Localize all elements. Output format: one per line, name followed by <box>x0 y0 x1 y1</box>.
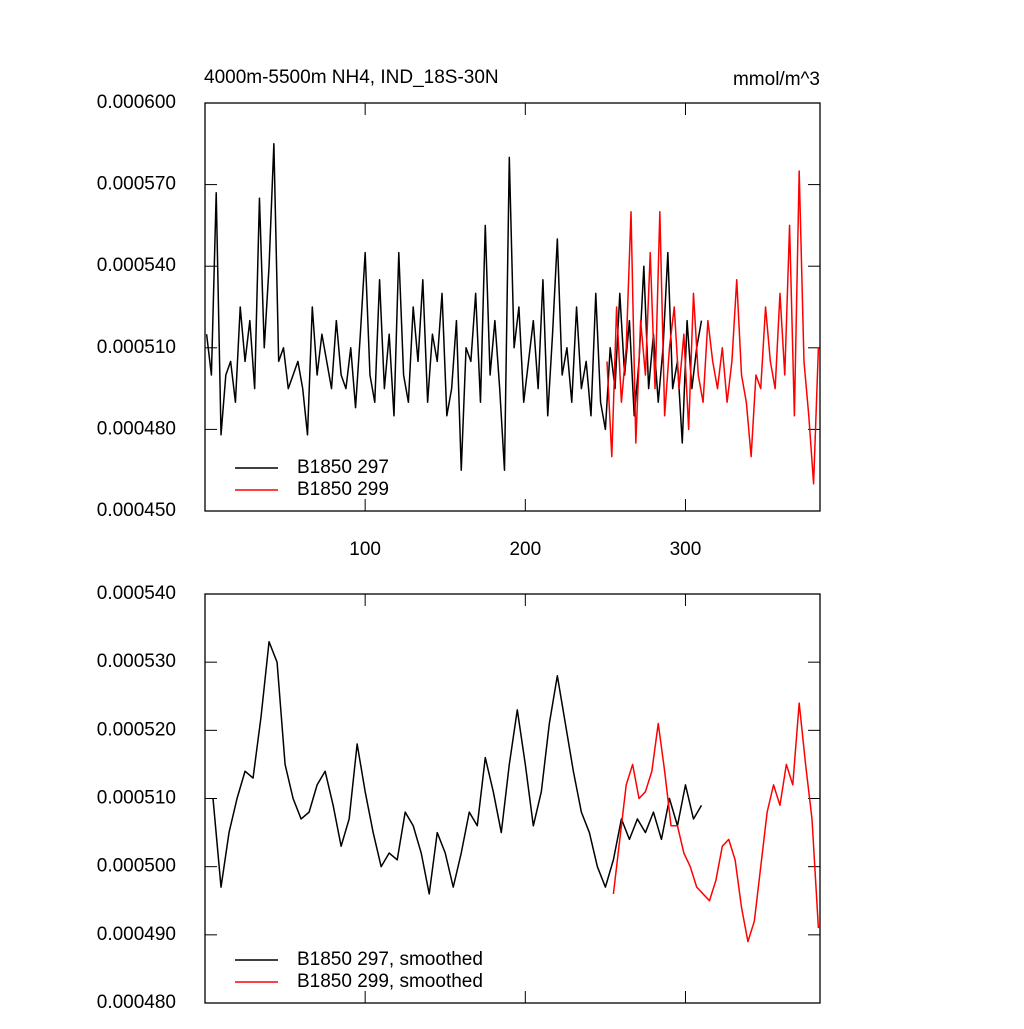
y-tick-label: 0.000530 <box>97 651 176 672</box>
plot-frame <box>204 593 821 1004</box>
legend-label: B1850 297, smoothed <box>297 949 483 970</box>
y-tick-label: 0.000500 <box>97 856 176 877</box>
y-tick-label: 0.000490 <box>97 924 176 945</box>
y-tick-label: 0.000520 <box>97 719 176 740</box>
y-tick-label: 0.000450 <box>97 500 176 521</box>
series-line <box>606 170 820 485</box>
y-tick-label: 0.000540 <box>97 583 176 604</box>
x-tick-label: 300 <box>670 539 702 560</box>
y-tick-label: 0.000510 <box>97 788 176 809</box>
y-tick-label: 0.000570 <box>97 174 176 195</box>
chart-title: 4000m-5500m NH4, IND_18S-30N <box>204 67 499 88</box>
x-tick-label: 100 <box>349 539 381 560</box>
plot-frame <box>204 102 821 512</box>
y-tick-label: 0.000540 <box>97 255 176 276</box>
legend-label: B1850 299 <box>297 479 389 500</box>
y-tick-label: 0.000480 <box>97 418 176 439</box>
y-tick-label: 0.000480 <box>97 992 176 1013</box>
legend-label: B1850 299, smoothed <box>297 971 483 992</box>
units-label: mmol/m^3 <box>733 69 820 90</box>
x-tick-label: 200 <box>509 539 541 560</box>
series-line <box>612 702 820 943</box>
series-line <box>212 640 703 895</box>
legend-label: B1850 297 <box>297 457 389 478</box>
series-line <box>205 143 703 471</box>
y-tick-label: 0.000510 <box>97 337 176 358</box>
y-tick-label: 0.000600 <box>97 92 176 113</box>
